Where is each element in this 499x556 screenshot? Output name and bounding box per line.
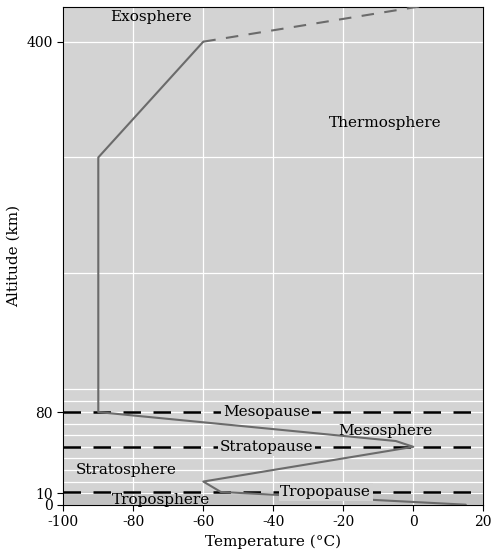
X-axis label: Temperature (°C): Temperature (°C) bbox=[205, 535, 341, 549]
Text: Thermosphere: Thermosphere bbox=[329, 116, 442, 130]
Text: Mesosphere: Mesosphere bbox=[338, 424, 433, 438]
Bar bbox=[63, 492, 484, 505]
Y-axis label: Altitude (km): Altitude (km) bbox=[7, 205, 21, 307]
Text: Mesopause: Mesopause bbox=[223, 405, 310, 419]
Text: Stratopause: Stratopause bbox=[220, 440, 313, 454]
Text: Exosphere: Exosphere bbox=[110, 11, 192, 24]
Text: Troposphere: Troposphere bbox=[112, 493, 211, 507]
Text: Stratosphere: Stratosphere bbox=[76, 463, 177, 477]
Text: Tropopause: Tropopause bbox=[280, 485, 371, 499]
